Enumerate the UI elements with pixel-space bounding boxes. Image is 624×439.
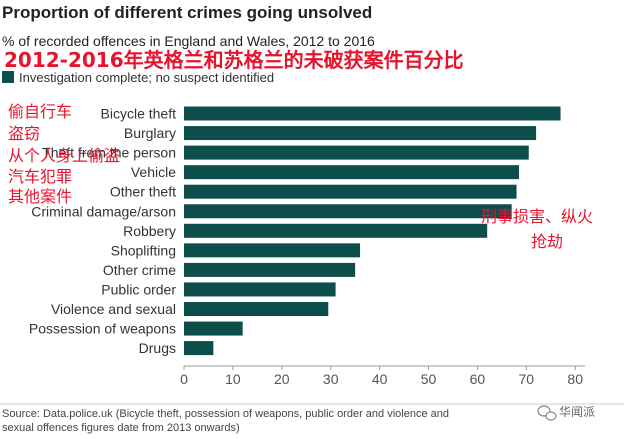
- x-tick-label-60: 60: [470, 371, 486, 387]
- source-line-2: sexual offences figures date from 2013 o…: [2, 422, 240, 434]
- category-label-theft-from-the-person: Theft from the person: [42, 145, 176, 161]
- cn-annotation-robbery: 抢劫: [531, 232, 563, 251]
- bar-shoplifting: [184, 243, 361, 258]
- bar-public-order: [184, 282, 336, 297]
- category-label-possession-of-weapons: Possession of weapons: [29, 321, 176, 337]
- category-label-shoplifting: Shoplifting: [111, 242, 176, 258]
- chinese-annotations: 刑事损害、纵火 抢劫: [481, 207, 593, 251]
- x-tick-label-70: 70: [519, 371, 535, 387]
- x-axis: 0 10 20 30 40 50 60 70 80: [180, 365, 585, 387]
- category-label-vehicle: Vehicle: [131, 164, 176, 180]
- category-label-criminal-damage-arson: Criminal damage/arson: [31, 203, 176, 219]
- chart-title: Proportion of different crimes going uns…: [2, 3, 372, 22]
- source-line-1: Source: Data.police.uk (Bicycle theft, p…: [2, 408, 449, 420]
- legend-swatch: [2, 71, 14, 83]
- watermark-label: 华闻派: [559, 405, 595, 419]
- cn-annotation-criminal-damage: 刑事损害、纵火: [481, 207, 593, 226]
- bars-group: [184, 106, 561, 356]
- cn-label-vehicle: 汽车犯罪: [8, 167, 72, 186]
- x-tick-label-40: 40: [372, 371, 388, 387]
- category-label-bicycle-theft: Bicycle theft: [101, 106, 177, 122]
- x-tick-label-30: 30: [323, 371, 339, 387]
- bar-possession-of-weapons: [184, 321, 243, 336]
- bar-violence-and-sexual: [184, 302, 329, 316]
- category-label-public-order: Public order: [101, 281, 176, 297]
- bar-other-crime: [184, 262, 356, 277]
- category-label-violence-and-sexual: Violence and sexual: [51, 301, 176, 317]
- bar-other-theft: [184, 184, 517, 199]
- legend: Investigation complete; no suspect ident…: [2, 70, 274, 85]
- wechat-icon: [537, 405, 557, 421]
- x-tick-label-20: 20: [274, 371, 290, 387]
- category-label-other-crime: Other crime: [103, 262, 176, 278]
- bar-bicycle-theft: [184, 106, 561, 121]
- category-label-robbery: Robbery: [123, 223, 176, 239]
- chinese-title-overlay: 2012-2016年英格兰和苏格兰的未破获案件百分比: [4, 48, 464, 72]
- category-label-other-theft: Other theft: [110, 184, 176, 200]
- x-tick-label-50: 50: [421, 371, 437, 387]
- category-label-drugs: Drugs: [139, 340, 176, 356]
- x-tick-label-80: 80: [567, 371, 583, 387]
- bar-robbery: [184, 223, 488, 238]
- cn-label-other-theft: 其他案件: [8, 187, 72, 206]
- x-tick-label-10: 10: [225, 371, 241, 387]
- cn-label-theft-from-person: 从个人身上偷盗: [8, 146, 120, 165]
- bar-drugs: [184, 341, 214, 356]
- bar-burglary: [184, 126, 537, 141]
- x-tick-label-0: 0: [180, 371, 188, 387]
- chart-subtitle: % of recorded offences in England and Wa…: [2, 33, 375, 49]
- category-label-burglary: Burglary: [124, 125, 176, 141]
- bar-theft-from-the-person: [184, 145, 529, 160]
- watermark: 华闻派: [537, 405, 595, 421]
- legend-label: Investigation complete; no suspect ident…: [19, 70, 274, 85]
- cn-label-bicycle-theft: 偷自行车: [8, 102, 72, 121]
- bar-criminal-damage-arson: [184, 204, 512, 219]
- bar-vehicle: [184, 165, 519, 180]
- cn-label-burglary: 盗窃: [8, 124, 40, 143]
- chinese-label-overlays: 偷自行车 盗窃 从个人身上偷盗 汽车犯罪 其他案件: [8, 102, 120, 206]
- category-labels: Bicycle theft Burglary Theft from the pers…: [29, 106, 176, 357]
